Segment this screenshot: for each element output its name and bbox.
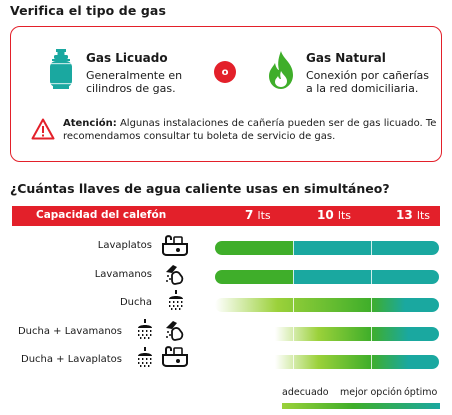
legend-adecuado: adecuado bbox=[282, 387, 329, 398]
bar-divider-10 bbox=[293, 241, 294, 255]
bar-seg-optimo bbox=[371, 355, 439, 369]
bar-lavaplatos bbox=[215, 241, 439, 255]
legend-mejor-opcion: mejor opción bbox=[340, 387, 403, 398]
hand-wash-icon bbox=[166, 265, 184, 285]
gas-cylinder-icon bbox=[50, 49, 72, 89]
hand-wash-icon bbox=[166, 321, 184, 341]
heading-hot-water-taps: ¿Cuántas llaves de agua caliente usas en… bbox=[10, 181, 390, 196]
bar-divider-13 bbox=[371, 270, 372, 284]
bar-ducha-lavamanos bbox=[215, 327, 439, 341]
bar-seg-optimo bbox=[293, 241, 439, 255]
warning-icon bbox=[31, 118, 55, 140]
capacity-label: Capacidad del calefón bbox=[36, 209, 167, 221]
or-badge: o bbox=[214, 61, 236, 83]
heading-gas-type: Verifica el tipo de gas bbox=[10, 3, 166, 18]
sink-icon bbox=[162, 235, 188, 256]
bar-divider-13 bbox=[371, 298, 372, 312]
bar-divider-13 bbox=[371, 355, 372, 369]
bar-divider-13 bbox=[371, 327, 372, 341]
warning-bold: Atención: bbox=[63, 118, 117, 129]
capacity-header-bar: Capacidad del calefón 7 lts 10 lts 13 lt… bbox=[12, 206, 440, 226]
gas-natural-desc: Conexión por cañerías a la red domicilia… bbox=[306, 69, 430, 95]
bar-seg-optimo bbox=[293, 270, 439, 284]
bar-divider-10 bbox=[293, 355, 294, 369]
capacity-13: 13 lts bbox=[396, 208, 430, 222]
row-label-ducha: Ducha bbox=[119, 297, 152, 308]
row-label-lavaplatos: Lavaplatos bbox=[97, 240, 152, 251]
bar-divider-10 bbox=[293, 298, 294, 312]
capacity-10: 10 lts bbox=[317, 208, 351, 222]
row-label-ducha-lavamanos: Ducha + Lavamanos bbox=[17, 326, 122, 337]
bar-seg-optimo bbox=[371, 298, 439, 312]
bar-seg-adecuado bbox=[215, 241, 293, 255]
bar-ducha bbox=[215, 298, 439, 312]
legend-gradient-bar bbox=[282, 403, 440, 409]
sink-icon bbox=[162, 346, 188, 367]
capacity-7: 7 lts bbox=[245, 208, 271, 222]
gas-type-box: Gas Licuado Generalmente en cilindros de… bbox=[10, 26, 442, 162]
bar-ducha-lavaplatos bbox=[215, 355, 439, 369]
bar-divider-10 bbox=[293, 327, 294, 341]
bar-lavamanos bbox=[215, 270, 439, 284]
row-label-ducha-lavaplatos: Ducha + Lavaplatos bbox=[21, 354, 122, 365]
bar-seg-adecuado bbox=[215, 270, 293, 284]
bar-seg-adecuado bbox=[275, 355, 371, 369]
bar-divider-10 bbox=[293, 270, 294, 284]
warning-text: Atención: Algunas instalaciones de cañer… bbox=[63, 118, 439, 143]
gas-licuado-title: Gas Licuado bbox=[86, 51, 168, 65]
bar-seg-adecuado bbox=[275, 327, 371, 341]
shower-icon bbox=[138, 347, 152, 367]
legend-optimo: óptimo bbox=[404, 387, 438, 398]
gas-licuado-desc: Generalmente en cilindros de gas. bbox=[86, 69, 183, 95]
shower-icon bbox=[169, 290, 183, 310]
gas-natural-title: Gas Natural bbox=[306, 51, 386, 65]
bar-divider-13 bbox=[371, 241, 372, 255]
warning-body: Algunas instalaciones de cañería pueden … bbox=[63, 118, 437, 142]
flame-icon bbox=[269, 51, 293, 89]
shower-icon bbox=[138, 319, 152, 339]
bar-seg-optimo bbox=[371, 327, 439, 341]
row-label-lavamanos: Lavamanos bbox=[94, 269, 152, 280]
